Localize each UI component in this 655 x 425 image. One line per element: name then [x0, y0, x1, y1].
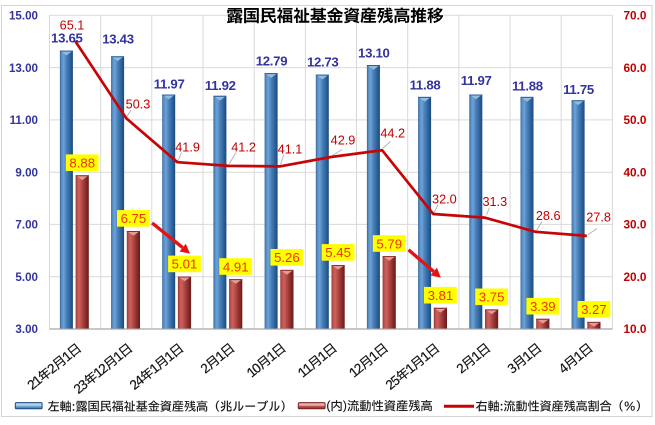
svg-text:15.00: 15.00: [9, 10, 38, 23]
svg-text:41.2: 41.2: [231, 141, 256, 155]
svg-text:65.1: 65.1: [60, 19, 85, 33]
svg-text:70.0: 70.0: [624, 9, 647, 23]
svg-text:11.88: 11.88: [512, 79, 543, 94]
svg-text:13.65: 13.65: [51, 30, 83, 45]
svg-text:3.39: 3.39: [530, 299, 556, 314]
svg-text:42.9: 42.9: [331, 134, 356, 148]
svg-text:44.2: 44.2: [380, 127, 405, 141]
svg-text:3.75: 3.75: [479, 290, 505, 305]
svg-text:12.79: 12.79: [256, 54, 288, 69]
svg-text:11.88: 11.88: [410, 78, 441, 93]
svg-text:11.97: 11.97: [154, 77, 185, 92]
svg-text:5.01: 5.01: [172, 257, 198, 272]
svg-text:5.79: 5.79: [376, 236, 402, 251]
svg-text:13.00: 13.00: [9, 62, 38, 75]
svg-text:10.0: 10.0: [624, 322, 647, 336]
svg-text:20.0: 20.0: [624, 270, 647, 284]
svg-text:6.75: 6.75: [121, 211, 147, 226]
svg-text:5.26: 5.26: [274, 250, 300, 265]
svg-text:32.0: 32.0: [432, 193, 457, 207]
svg-text:7.00: 7.00: [15, 219, 38, 232]
svg-text:40.0: 40.0: [624, 165, 647, 179]
svg-text:30.0: 30.0: [624, 218, 647, 232]
svg-text:27.8: 27.8: [586, 211, 611, 225]
svg-text:4.91: 4.91: [223, 259, 249, 274]
svg-text:50.0: 50.0: [624, 113, 647, 127]
svg-text:28.6: 28.6: [536, 209, 561, 223]
svg-text:41.1: 41.1: [278, 143, 303, 157]
svg-text:11.75: 11.75: [563, 82, 594, 97]
svg-text:31.3: 31.3: [482, 195, 507, 209]
svg-text:9.00: 9.00: [15, 166, 38, 179]
svg-text:60.0: 60.0: [624, 61, 647, 75]
svg-text:3.81: 3.81: [428, 288, 454, 303]
svg-text:50.3: 50.3: [126, 98, 151, 112]
svg-text:3.27: 3.27: [581, 302, 607, 317]
svg-text:11.97: 11.97: [461, 73, 492, 88]
svg-text:5.00: 5.00: [15, 271, 38, 284]
svg-text:12.73: 12.73: [307, 55, 339, 70]
svg-text:5.45: 5.45: [325, 245, 351, 260]
svg-text:3.00: 3.00: [15, 323, 38, 336]
svg-text:11.92: 11.92: [205, 78, 236, 93]
svg-text:13.43: 13.43: [102, 31, 134, 46]
svg-text:13.10: 13.10: [358, 46, 390, 61]
svg-text:8.88: 8.88: [69, 156, 95, 171]
svg-text:11.00: 11.00: [10, 114, 38, 127]
svg-text:41.9: 41.9: [175, 141, 200, 155]
